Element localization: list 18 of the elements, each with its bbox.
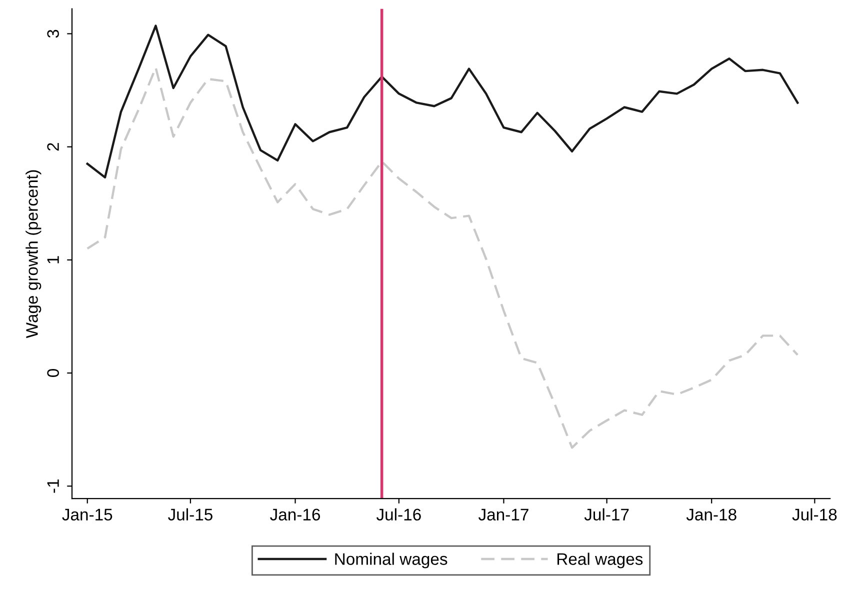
y-tick-label: 3 (47, 30, 59, 38)
line-series (86, 66, 799, 449)
y-tick-label: -1 (47, 480, 59, 493)
x-tick-label: Jan-17 (478, 508, 528, 521)
x-tick-label: Jul-16 (376, 508, 421, 521)
y-axis-title: Wage growth (percent) (26, 170, 42, 338)
y-tick-label: 0 (47, 369, 59, 377)
legend-label: Real wages (557, 552, 643, 568)
x-tick-label: Jul-17 (584, 508, 629, 521)
legend-label: Nominal wages (335, 552, 448, 568)
x-tick-label: Jul-15 (168, 508, 212, 521)
x-tick-label: Jan-15 (62, 508, 112, 521)
y-tick-label: 1 (47, 256, 59, 264)
x-tick-label: Jan-16 (270, 508, 320, 521)
y-tick-label: 2 (47, 143, 59, 151)
x-tick-label: Jul-18 (792, 508, 837, 521)
line-series (86, 24, 799, 178)
x-tick-label: Jan-18 (686, 508, 736, 521)
